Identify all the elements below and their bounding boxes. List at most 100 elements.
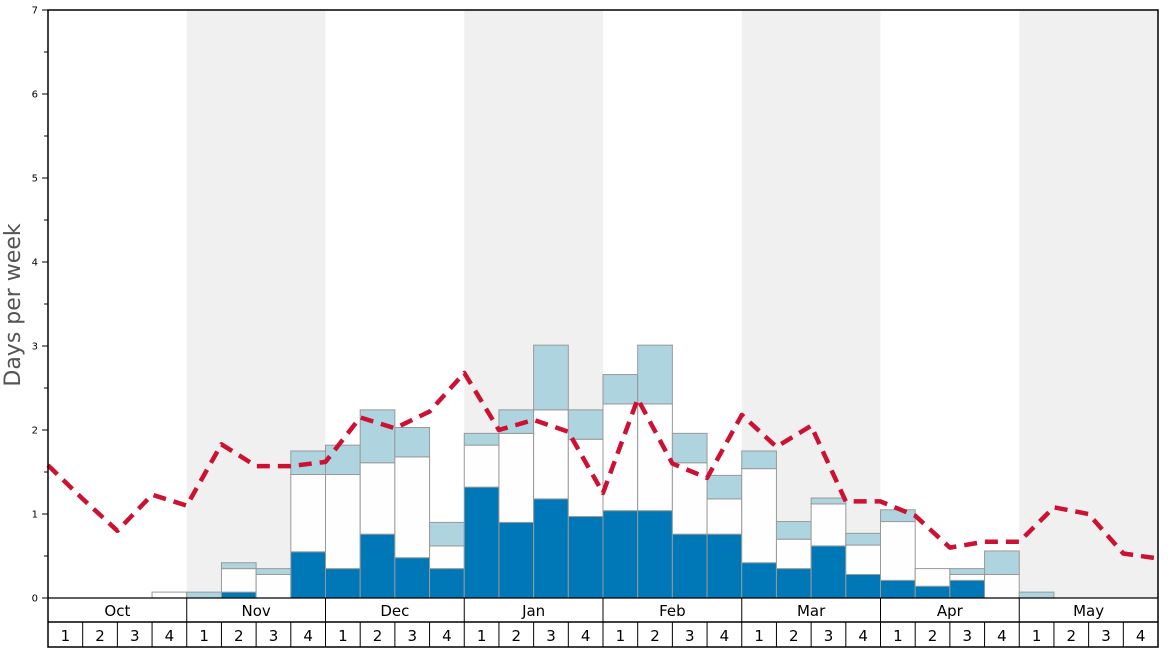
bar-white-14	[533, 409, 569, 500]
week-label: 4	[858, 627, 868, 645]
bar-white-16	[602, 403, 639, 512]
average-line	[46, 370, 1159, 561]
bar-light-20	[741, 450, 777, 470]
week-label: 3	[824, 627, 834, 645]
bar-light-12	[463, 432, 500, 446]
bar-white-10	[394, 456, 431, 559]
bar-light-6	[255, 568, 292, 575]
week-label: 3	[269, 627, 279, 645]
month-label-dec: Dec	[380, 602, 409, 620]
week-label: 1	[754, 627, 764, 645]
bar-light-22	[810, 497, 847, 505]
bar-white-8	[325, 474, 361, 570]
y-tick-label: 0	[32, 594, 38, 605]
week-label: 4	[303, 627, 313, 645]
bar-dark-5	[220, 591, 257, 599]
bar-light-14	[533, 344, 569, 411]
month-shading	[186, 10, 1158, 598]
bar-light-11	[429, 521, 465, 547]
bar-white-13	[498, 432, 535, 523]
month-label-mar: Mar	[797, 602, 826, 620]
x-axis: Oct Nov Dec Jan Feb Mar Apr May 1 2 3 4 1 2 3 4 1 2 3 4 1 2 3 4…	[47, 9, 1159, 648]
bar-light-10	[394, 426, 431, 458]
week-label: 1	[199, 627, 209, 645]
bar-light-27	[984, 550, 1020, 575]
bar-dark-10	[394, 557, 431, 599]
bar-dark-9	[359, 533, 396, 599]
week-label: 4	[997, 627, 1007, 645]
month-shade-may	[1019, 10, 1158, 598]
week-label: 1	[1032, 627, 1042, 645]
bar-light-18	[671, 432, 708, 464]
bar-dark-15	[567, 516, 604, 599]
bar-dark-18	[671, 533, 708, 599]
week-label: 2	[789, 627, 799, 645]
bar-light-5	[220, 562, 257, 570]
bar-dark-11	[429, 568, 465, 599]
bar-white-19	[706, 498, 743, 535]
week-label: 1	[893, 627, 903, 645]
y-tick-label: 5	[32, 174, 38, 185]
week-label: 4	[720, 627, 730, 645]
bar-light-17	[637, 344, 673, 405]
bar-dark-17	[637, 510, 673, 599]
week-label: 4	[165, 627, 175, 645]
bar-white-6	[255, 573, 292, 599]
bar-light-4	[186, 591, 222, 599]
bar-white-26	[949, 573, 986, 581]
bar-dark-25	[914, 585, 951, 599]
bar-light-24	[880, 509, 916, 523]
average-line-group	[46, 370, 1159, 561]
week-label: 1	[616, 627, 626, 645]
month-label-nov: Nov	[241, 602, 270, 620]
week-label: 1	[338, 627, 348, 645]
bar-light-8	[325, 444, 361, 476]
week-label: 4	[442, 627, 452, 645]
bar-dark-23	[845, 573, 881, 599]
bar-white-21	[775, 538, 812, 570]
bar-dark-20	[741, 562, 777, 599]
week-label: 3	[130, 627, 140, 645]
bar-dark-14	[533, 498, 569, 599]
bar-dark-13	[498, 521, 535, 599]
bar-dark-7	[290, 551, 326, 599]
week-label: 2	[512, 627, 522, 645]
bar-white-23	[845, 544, 881, 575]
bar-white-7	[290, 474, 326, 553]
week-label: 2	[928, 627, 938, 645]
bar-white-11	[429, 545, 465, 570]
bar-white-20	[741, 468, 777, 564]
bar-dark-16	[602, 510, 639, 599]
bar-light-19	[706, 474, 743, 500]
bar-dark-19	[706, 533, 743, 599]
bar-white-18	[671, 462, 708, 535]
week-label: 2	[95, 627, 105, 645]
week-label: 2	[234, 627, 244, 645]
week-label: 2	[373, 627, 383, 645]
bar-white-12	[463, 444, 500, 488]
bar-white-15	[567, 438, 604, 518]
bar-light-28	[1018, 591, 1055, 599]
week-label: 1	[61, 627, 71, 645]
week-label: 2	[650, 627, 660, 645]
y-axis: 0 1 2 3 4 5 6 7	[32, 6, 48, 605]
bar-white-25	[914, 568, 951, 587]
week-label: 3	[546, 627, 556, 645]
week-label: 2	[1067, 627, 1077, 645]
bar-white-17	[637, 403, 673, 512]
bar-dark-12	[463, 486, 500, 599]
y-tick-label: 1	[32, 510, 38, 521]
y-axis-label: Days per week	[1, 223, 26, 386]
bar-dark-8	[325, 568, 361, 599]
week-label: 3	[685, 627, 695, 645]
bar-light-15	[567, 409, 604, 440]
bar-dark-24	[880, 579, 916, 599]
week-label: 3	[407, 627, 417, 645]
bar-dark-22	[810, 545, 847, 599]
y-tick-label: 3	[32, 342, 38, 353]
bars	[151, 344, 1055, 599]
bar-white-22	[810, 503, 847, 547]
week-label: 4	[1136, 627, 1146, 645]
bar-white-5	[220, 568, 257, 593]
